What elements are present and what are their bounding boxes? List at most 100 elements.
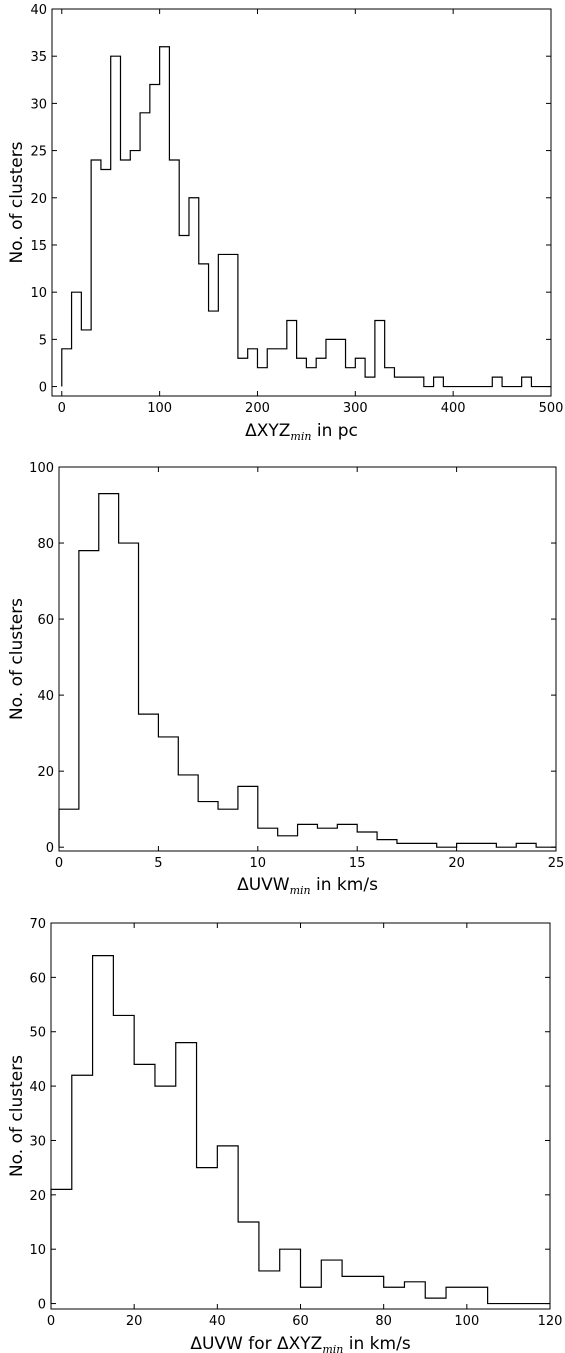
histogram-bin: [404, 377, 414, 386]
histogram-bin: [79, 551, 99, 848]
histogram-bin: [404, 1282, 425, 1304]
histogram-bin: [238, 786, 258, 847]
histogram-bin: [363, 1276, 384, 1303]
histogram-bin: [217, 1146, 238, 1304]
histogram-bin: [179, 236, 189, 387]
histogram-bin: [155, 1086, 176, 1303]
histogram-bin: [259, 1271, 280, 1304]
histogram-bin: [337, 824, 357, 847]
y-tick-label: 70: [29, 917, 46, 932]
histogram-bin: [130, 151, 140, 387]
y-tick-label: 15: [30, 239, 47, 254]
y-tick-label: 40: [30, 3, 47, 18]
histogram-bin: [267, 349, 277, 387]
histogram-bin: [476, 843, 496, 847]
histogram-bin: [365, 377, 375, 386]
histogram-bin: [197, 1168, 218, 1304]
histogram-bin: [280, 1249, 301, 1303]
y-axis-label: No. of clusters: [7, 1055, 27, 1177]
histogram-bin: [316, 358, 326, 386]
plot-frame: [51, 8, 552, 397]
y-tick-label: 50: [29, 1026, 46, 1041]
histogram-bin: [301, 1287, 322, 1303]
histogram-bin: [228, 254, 238, 386]
histogram-bin: [384, 1287, 405, 1303]
plot-frame: [58, 466, 557, 852]
x-tick-label: 5: [154, 856, 162, 871]
y-tick-label: 20: [37, 765, 54, 780]
histogram-bin: [446, 1287, 467, 1303]
x-axis-label-subscript: min: [322, 1343, 343, 1353]
histogram-bin: [258, 828, 278, 847]
y-tick-label: 10: [29, 1243, 46, 1258]
x-axis-label: ΔUVWmin in km/s: [237, 875, 378, 897]
y-tick-label: 0: [39, 381, 47, 396]
histogram-bin: [198, 802, 218, 848]
x-tick-label: 80: [375, 1314, 392, 1329]
histogram-bin: [140, 113, 150, 387]
histogram-bin: [516, 843, 536, 847]
y-tick-label: 25: [30, 145, 47, 160]
histogram-bin: [321, 1260, 342, 1303]
chart-3: 0 20 40 60 80 100 120 0 10 20 30 40 50 60 70 No. of clu…: [7, 917, 562, 1353]
x-tick-label: 0: [47, 1314, 55, 1329]
histogram-bin: [238, 1222, 259, 1304]
y-tick-label: 30: [30, 97, 47, 112]
histogram-bin: [342, 1276, 363, 1303]
histogram-bin: [414, 377, 424, 386]
x-axis-label-suffix: in km/s: [311, 875, 378, 895]
histogram-bin: [99, 494, 119, 848]
chart-2: 0 5 10 15 20 25 0 20 40 60 80 100 No. of clusters ΔUV…: [7, 461, 564, 897]
y-axis-label: No. of clusters: [7, 598, 27, 720]
histogram-bin: [139, 714, 159, 847]
x-tick-label: 20: [126, 1314, 143, 1329]
histogram-bin: [81, 330, 91, 387]
x-tick-label: 400: [441, 401, 466, 416]
x-axis-label-main: ΔUVW for ΔXYZ: [190, 1334, 322, 1353]
histogram-step-line: [61, 46, 551, 388]
y-tick-label: 35: [30, 50, 47, 65]
y-tick-label: 20: [29, 1189, 46, 1204]
x-tick-label: 100: [147, 401, 172, 416]
x-axis-label-subscript: min: [290, 884, 311, 897]
x-tick-label: 0: [55, 856, 63, 871]
histogram-bin: [101, 169, 111, 386]
y-tick-label: 60: [37, 613, 54, 628]
chart-1: 0 100 200 300 400 500 0 5 10 15 20 25 30 35 40 No. of c…: [7, 3, 563, 443]
histogram-bin: [317, 828, 337, 847]
histogram-bin: [72, 292, 82, 386]
x-axis-label-suffix: in km/s: [343, 1334, 410, 1353]
histogram-bin: [176, 1043, 197, 1304]
histogram-bin: [278, 836, 298, 847]
histogram-bin: [298, 824, 318, 847]
histogram-bin: [346, 368, 356, 387]
histogram-bin: [357, 832, 377, 847]
histogram-bin: [120, 160, 130, 387]
x-tick-label: 120: [538, 1314, 563, 1329]
x-axis-label-subscript: min: [290, 430, 311, 443]
histogram-bin: [178, 775, 198, 847]
x-tick-label: 15: [349, 856, 366, 871]
histogram-bin: [238, 358, 248, 386]
histogram-bin: [397, 843, 417, 847]
x-tick-label: 10: [250, 856, 267, 871]
histogram-bin: [111, 56, 121, 386]
x-axis-label: ΔUVW for ΔXYZmin in km/s: [190, 1334, 410, 1353]
histogram-bin: [394, 377, 404, 386]
histogram-bin: [72, 1075, 93, 1303]
histogram-bin: [150, 85, 160, 387]
histogram-bin: [209, 311, 219, 387]
histogram-bin: [59, 809, 79, 847]
histogram-bin: [375, 320, 385, 386]
x-tick-label: 200: [245, 401, 270, 416]
x-tick-label: 40: [209, 1314, 226, 1329]
x-tick-label: 100: [454, 1314, 479, 1329]
x-axis-label-main: ΔXYZ: [245, 421, 290, 441]
histogram-bin: [385, 368, 395, 387]
histogram-bin: [425, 1298, 446, 1303]
histogram-bin: [169, 160, 179, 387]
histogram-bin: [417, 843, 437, 847]
y-tick-label: 10: [30, 286, 47, 301]
histogram-bin: [306, 368, 316, 387]
